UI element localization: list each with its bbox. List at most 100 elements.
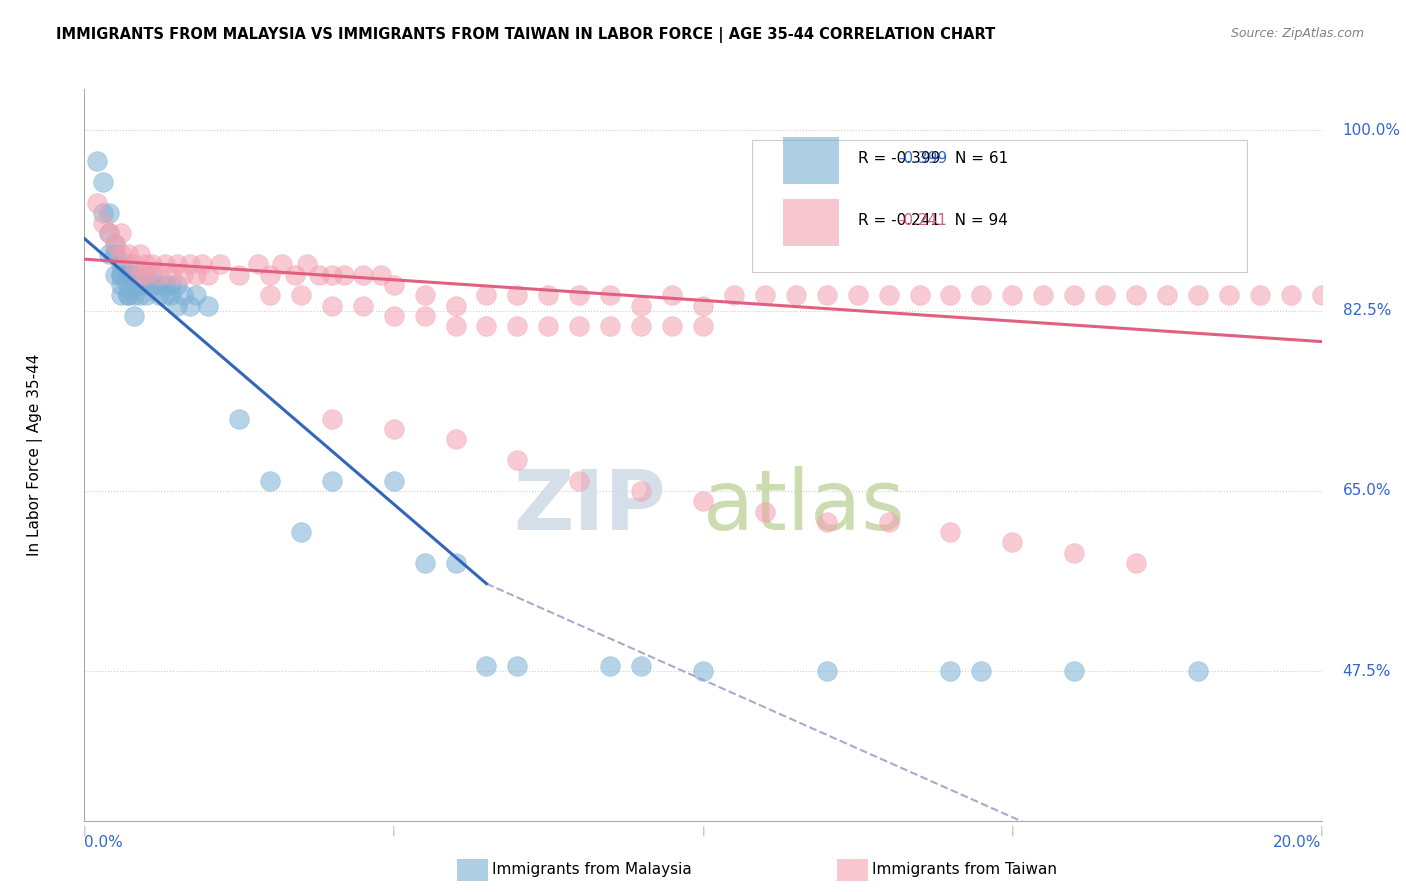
Point [444, 556, 467, 570]
Point [117, 268, 139, 282]
Point [135, 268, 157, 282]
Point [1249, 288, 1271, 302]
Point [413, 556, 436, 570]
Point [846, 288, 869, 302]
Point [321, 268, 343, 282]
Point [506, 659, 529, 673]
Text: 82.5%: 82.5% [1343, 303, 1391, 318]
Point [179, 299, 201, 313]
Point [630, 299, 652, 313]
Point [413, 288, 436, 302]
Point [537, 319, 560, 334]
Point [1094, 288, 1116, 302]
Point [104, 247, 127, 261]
Point [692, 299, 714, 313]
Point [475, 319, 498, 334]
Point [98, 227, 121, 241]
Point [939, 665, 962, 679]
Point [970, 665, 993, 679]
Point [129, 268, 152, 282]
Point [568, 288, 591, 302]
Point [692, 319, 714, 334]
Point [723, 288, 745, 302]
Text: IMMIGRANTS FROM MALAYSIA VS IMMIGRANTS FROM TAIWAN IN LABOR FORCE | AGE 35-44 CO: IMMIGRANTS FROM MALAYSIA VS IMMIGRANTS F… [56, 27, 995, 43]
Point [877, 288, 900, 302]
Point [129, 277, 152, 292]
Point [160, 268, 183, 282]
Point [599, 319, 621, 334]
Point [172, 288, 194, 302]
Point [129, 288, 152, 302]
Point [228, 268, 250, 282]
Text: R = -0.399   N = 61: R = -0.399 N = 61 [858, 151, 1008, 166]
Point [382, 474, 405, 488]
Point [110, 227, 132, 241]
Point [98, 227, 121, 241]
Point [148, 277, 170, 292]
Point [98, 206, 121, 220]
Point [970, 288, 993, 302]
Text: In Labor Force | Age 35-44: In Labor Force | Age 35-44 [27, 354, 44, 556]
Point [259, 268, 281, 282]
Point [104, 247, 127, 261]
Point [246, 257, 269, 271]
Text: |: | [1320, 825, 1323, 836]
Point [370, 268, 392, 282]
Point [1125, 556, 1147, 570]
Text: 100.0%: 100.0% [1343, 123, 1400, 138]
Point [630, 319, 652, 334]
Point [160, 277, 183, 292]
Point [1063, 288, 1085, 302]
Point [172, 268, 194, 282]
Point [184, 268, 207, 282]
Point [308, 268, 330, 282]
Point [122, 257, 145, 271]
Point [110, 288, 132, 302]
Point [284, 268, 307, 282]
Text: atlas: atlas [703, 466, 904, 547]
Point [110, 247, 132, 261]
Text: |: | [702, 825, 704, 836]
Point [184, 288, 207, 302]
Point [1218, 288, 1240, 302]
Point [91, 175, 114, 189]
Point [877, 515, 900, 529]
Point [98, 247, 121, 261]
Point [290, 288, 312, 302]
Point [166, 277, 188, 292]
Point [91, 206, 114, 220]
Text: |: | [83, 825, 86, 836]
Point [537, 288, 560, 302]
Point [166, 299, 188, 313]
Point [129, 247, 152, 261]
Point [295, 257, 318, 271]
Point [197, 268, 219, 282]
Point [630, 483, 652, 498]
Text: |: | [1011, 825, 1014, 836]
Text: Source: ZipAtlas.com: Source: ZipAtlas.com [1230, 27, 1364, 40]
Point [122, 277, 145, 292]
Point [506, 319, 529, 334]
Point [692, 494, 714, 508]
Point [209, 257, 232, 271]
Text: Immigrants from Malaysia: Immigrants from Malaysia [492, 863, 692, 877]
Point [179, 257, 201, 271]
Point [141, 268, 163, 282]
Point [166, 257, 188, 271]
Point [160, 288, 183, 302]
Point [444, 319, 467, 334]
Point [939, 525, 962, 540]
Point [754, 505, 776, 519]
Point [382, 422, 405, 436]
Point [630, 659, 652, 673]
Point [271, 257, 294, 271]
Point [1187, 665, 1209, 679]
Point [1063, 546, 1085, 560]
FancyBboxPatch shape [752, 140, 1247, 272]
Point [117, 247, 139, 261]
Point [110, 268, 132, 282]
Text: 0.0%: 0.0% [84, 836, 124, 850]
Text: -0.241: -0.241 [898, 213, 948, 228]
Point [321, 412, 343, 426]
Text: R = -0.241   N = 94: R = -0.241 N = 94 [858, 213, 1008, 228]
